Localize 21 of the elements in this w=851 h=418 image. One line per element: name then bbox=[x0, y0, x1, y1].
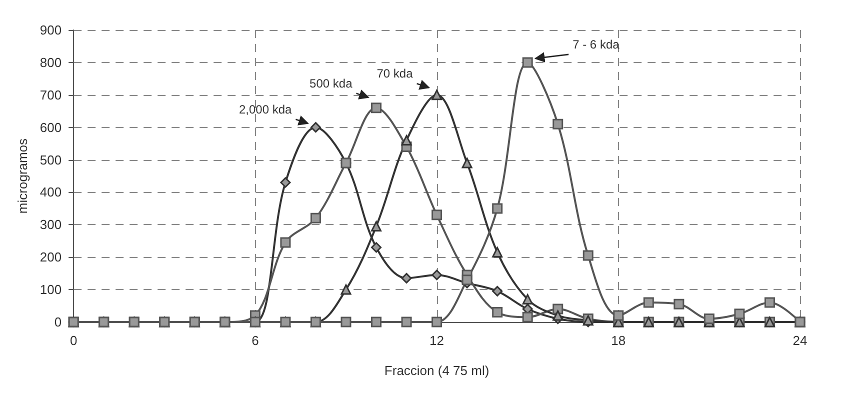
annotation: 500 kda bbox=[310, 76, 353, 90]
y-tick-label: 400 bbox=[40, 184, 62, 200]
y-axis-title: microgramos bbox=[15, 138, 30, 214]
y-tick-label: 600 bbox=[40, 120, 62, 135]
annotation: 70 kda bbox=[376, 66, 414, 81]
x-tick-label: 0 bbox=[70, 333, 78, 348]
y-tick-label: 0 bbox=[54, 314, 62, 330]
annotation: 2,000 kda bbox=[239, 102, 292, 116]
y-tick-label: 700 bbox=[40, 87, 62, 102]
x-tick-label: 24 bbox=[792, 333, 808, 348]
x-tick-label: 6 bbox=[252, 333, 259, 348]
y-tick-label: 900 bbox=[40, 22, 62, 38]
x-tick-label: 12 bbox=[430, 333, 444, 348]
y-tick-label: 300 bbox=[40, 217, 62, 232]
y-tick-label: 500 bbox=[40, 152, 62, 168]
y-tick-label: 200 bbox=[40, 250, 62, 265]
x-tick-label: 18 bbox=[611, 333, 626, 348]
x-axis-title: Fraccion (4 75 ml) bbox=[384, 363, 490, 378]
y-tick-label: 800 bbox=[40, 54, 62, 70]
annotation: 7 - 6 kda bbox=[572, 37, 620, 52]
y-tick-label: 100 bbox=[40, 282, 62, 298]
